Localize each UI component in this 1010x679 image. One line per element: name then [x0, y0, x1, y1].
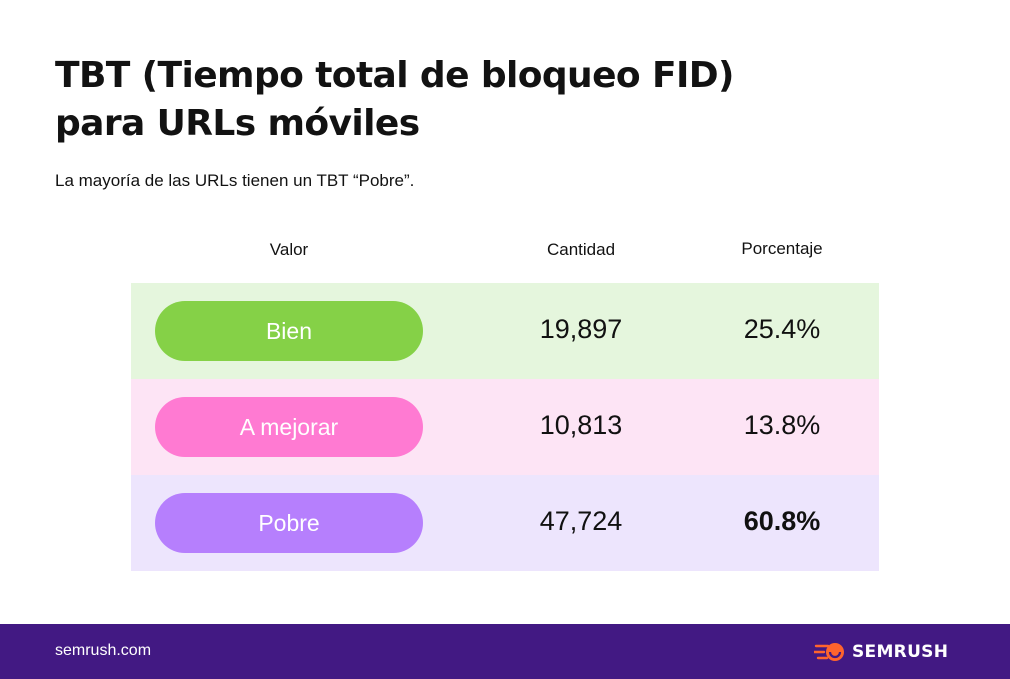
cantidad-cell: 19,897: [539, 313, 623, 344]
column-header-valor: Valor: [269, 240, 309, 259]
column-header-porcentaje: Porcentaje: [741, 239, 823, 258]
column-header-cantidad: Cantidad: [546, 240, 616, 259]
footer-url: semrush.com: [55, 642, 152, 659]
cantidad-cell: 47,724: [539, 505, 623, 536]
valor-pill: Pobre: [155, 493, 423, 553]
title-line-1: TBT (Tiempo total de bloqueo FID): [55, 55, 734, 96]
cantidad-cell: 10,813: [539, 409, 623, 440]
title-line-2: para URLs móviles: [55, 103, 420, 144]
porcentaje-cell: 25.4%: [743, 313, 821, 344]
data-table: Bien 19,897 25.4% A mejorar 10,813 13.8%…: [131, 283, 879, 571]
brand-name: SEMRUSH: [852, 642, 949, 662]
table-row-a-mejorar: A mejorar 10,813 13.8%: [131, 379, 879, 475]
porcentaje-cell: 60.8%: [743, 505, 821, 536]
semrush-fireball-icon: [814, 643, 844, 661]
page-title: TBT (Tiempo total de bloqueo FID) para U…: [55, 52, 955, 148]
table-row-pobre: Pobre 47,724 60.8%: [131, 475, 879, 571]
brand-logo: SEMRUSH: [814, 640, 948, 664]
subtitle: La mayoría de las URLs tienen un TBT “Po…: [55, 171, 415, 190]
footer-bar: semrush.com SEMRUSH: [0, 624, 1010, 679]
porcentaje-cell: 13.8%: [743, 409, 821, 440]
valor-pill: A mejorar: [155, 397, 423, 457]
table-row-bien: Bien 19,897 25.4%: [131, 283, 879, 379]
valor-pill: Bien: [155, 301, 423, 361]
